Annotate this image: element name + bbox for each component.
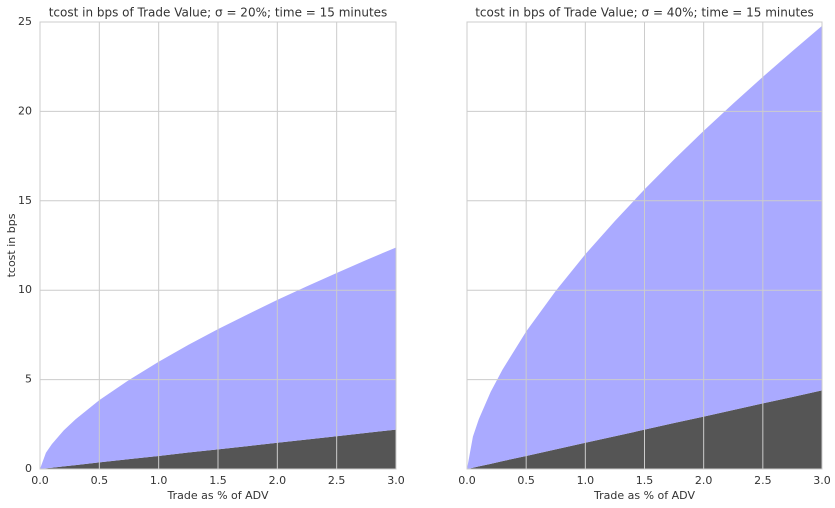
- x-tick-label: 3.0: [813, 474, 831, 487]
- subplot: 0.0 0.5 1.0 1.5 2.0 2.5 3.0 0 5 10 15 20 25 tcost in …: [5, 6, 405, 503]
- y-tick-label: 15: [18, 194, 32, 207]
- x-tick-label: 1.0: [577, 474, 595, 487]
- y-tick-label: 5: [25, 373, 32, 386]
- y-tick-label: 25: [18, 15, 32, 28]
- x-axis-label: Trade as % of ADV: [167, 489, 269, 502]
- x-tick-label: 2.0: [695, 474, 713, 487]
- y-tick-label: 20: [18, 104, 32, 117]
- x-tick-label: 0.0: [458, 474, 476, 487]
- y-tick-label: 10: [18, 283, 32, 296]
- y-axis-label: tcost in bps: [5, 213, 18, 277]
- x-tick-label: 2.5: [328, 474, 346, 487]
- y-tick-label: 0: [25, 462, 32, 475]
- plot-frame: [466, 21, 823, 470]
- x-tick-label: 0.5: [91, 474, 109, 487]
- x-tick-label: 3.0: [387, 474, 405, 487]
- plot-frame: [39, 21, 397, 470]
- x-tick-label: 1.0: [150, 474, 168, 487]
- x-tick-label: 0.5: [517, 474, 535, 487]
- subplot: 0.0 0.5 1.0 1.5 2.0 2.5 3.0 tcost in bps of Tra…: [458, 6, 831, 503]
- x-axis-label: Trade as % of ADV: [593, 489, 695, 502]
- x-tick-label: 2.0: [269, 474, 287, 487]
- chart-title: tcost in bps of Trade Value; σ = 20%; ti…: [49, 6, 388, 20]
- chart-title: tcost in bps of Trade Value; σ = 40%; ti…: [475, 6, 814, 20]
- x-tick-label: 2.5: [754, 474, 772, 487]
- x-tick-label: 1.5: [636, 474, 654, 487]
- x-tick-label: 1.5: [209, 474, 227, 487]
- x-tick-label: 0.0: [31, 474, 49, 487]
